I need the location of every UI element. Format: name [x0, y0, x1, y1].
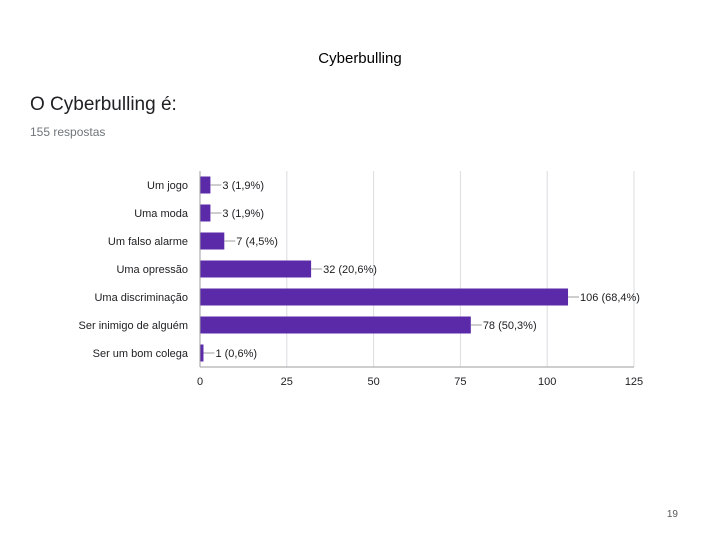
data-label: 3 (1,9%): [222, 208, 264, 220]
category-label: Uma discriminação: [94, 292, 188, 304]
bar: [200, 288, 569, 306]
category-label: Uma opressão: [116, 264, 188, 276]
x-tick-label: 50: [367, 376, 379, 388]
x-tick-label: 0: [197, 376, 203, 388]
data-label: 3 (1,9%): [222, 180, 264, 192]
data-label: 106 (68,4%): [580, 292, 640, 304]
data-label: 78 (50,3%): [483, 320, 537, 332]
bar: [200, 204, 211, 222]
bar: [200, 260, 312, 278]
slide-title: Cyberbulling: [318, 50, 402, 67]
page-number: 19: [666, 509, 678, 520]
category-label: Ser inimigo de alguém: [79, 320, 188, 332]
x-tick-label: 75: [454, 376, 466, 388]
x-tick-label: 25: [281, 376, 293, 388]
bar: [200, 232, 225, 250]
category-label: Um jogo: [147, 180, 188, 192]
data-label: 1 (0,6%): [215, 348, 257, 360]
question-title: O Cyberbulling é:: [30, 94, 177, 115]
category-label: Ser um bom colega: [93, 348, 189, 360]
bar: [200, 344, 204, 362]
data-label: 7 (4,5%): [236, 236, 278, 248]
x-tick-label: 125: [625, 376, 643, 388]
category-label: Uma moda: [134, 208, 189, 220]
bar: [200, 316, 471, 334]
data-label: 32 (20,6%): [323, 264, 377, 276]
category-label: Um falso alarme: [108, 236, 188, 248]
x-tick-label: 100: [538, 376, 556, 388]
bar: [200, 176, 211, 194]
response-count: 155 respostas: [30, 125, 106, 139]
